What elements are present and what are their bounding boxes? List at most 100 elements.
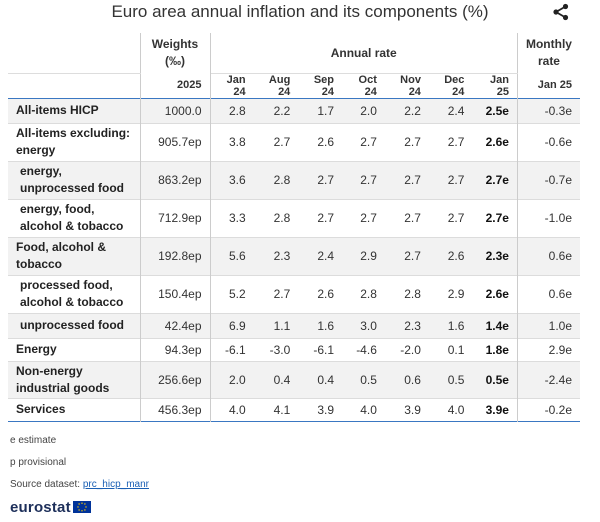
annual-rate-cell: 2.7 [404,249,421,263]
annual-rate-cell: 1.6 [317,318,335,333]
annual-rate-cell: 2.7e [485,173,509,187]
weights-header: Weights (‰) [139,33,211,73]
annual-rate-cell: 2.3 [273,249,291,263]
monthly-rate-cell: -1.0e [516,199,580,237]
inflation-table: Weights (‰) Annual rate Monthly rate 202… [8,33,580,422]
annual-rate-cell: 3.8 [228,135,246,149]
annual-rate-cell: -6.1 [224,342,246,357]
row-label: All-items HICP [16,103,99,117]
note-provisional: p provisional [10,457,67,468]
period-header: Sep 24 [313,73,335,98]
annual-rate-cell: 2.6 [447,249,465,263]
annual-rate-cell: 2.7 [447,173,465,187]
annual-rate-cell: 2.8 [404,287,421,301]
table-body: All-items HICP 1000.0 2.8 2.2 1.7 2.0 2.2 2.4 2.… [8,98,580,421]
annual-rate-cell: 2.7 [404,211,421,225]
monthly-rate-cell: -0.3e [516,98,580,123]
monthly-rate-header: Monthly rate [516,33,580,73]
row-label: energy, unprocessed food [20,164,125,195]
row-label: energy, food, alcohol & tobacco [20,202,124,233]
eurostat-logo: eurostat [10,498,91,516]
annual-rate-cell: 1.7 [317,103,335,118]
annual-rate-cell: 2.7 [447,135,465,149]
annual-rate-cell: 3.9e [485,402,509,417]
annual-rate-cell: 4.0 [447,402,465,417]
annual-rate-cell: 1.6 [447,318,465,333]
weight-cell: 192.8ep [139,237,211,275]
annual-rate-cell: 2.8 [273,173,291,187]
period-header: Dec 24 [444,73,465,98]
monthly-rate-cell: -0.6e [516,123,580,161]
table-row: Non-energy industrial goods 256.6ep 2.0 0.4… [8,361,580,398]
row-label: All-items excluding: energy [16,126,131,157]
annual-rate-cell: 3.6 [228,173,246,187]
annual-rate-cell: 0.6 [404,372,421,387]
row-label: Non-energy industrial goods [16,363,110,395]
annual-rate-cell: 0.5e [485,372,509,387]
annual-rate-cell: 2.7 [360,211,377,225]
monthly-header-line2: rate [537,54,560,68]
annual-rate-cell: 2.8 [228,103,246,118]
row-label: Energy [16,342,57,356]
table-header-row-1: Weights (‰) Annual rate Monthly rate [8,33,580,74]
annual-rate-cell: -4.6 [356,342,377,357]
annual-rate-cell: 5.2 [228,287,246,301]
annual-rate-cell: 0.4 [317,372,335,387]
row-label: Services [16,402,66,416]
annual-rate-cell: 4.0 [228,402,246,417]
row-label: processed food, alcohol & tobacco [20,278,124,309]
monthly-rate-cell: 0.6e [516,275,580,313]
period-header: Nov 24 [400,73,421,98]
weights-year-header: 2025 [139,73,211,98]
annual-rate-cell: 2.2 [404,103,421,118]
period-header: Aug 24 [268,73,291,98]
annual-rate-cell: 2.9 [360,249,377,263]
annual-rate-cell: 2.4 [447,103,465,118]
period-header: Jan 24 [226,73,246,98]
table-row: processed food, alcohol & tobacco 150.4ep… [8,275,580,313]
chart-header: Euro area annual inflation and its compo… [0,0,600,30]
annual-rate-cell: 5.6 [228,249,246,263]
period-header: Oct 24 [358,73,377,98]
table-row: energy, unprocessed food 863.2ep 3.6 2.8 2.7… [8,161,580,199]
annual-rate-cell: 2.7 [404,173,421,187]
table-row: All-items excluding: energy 905.7ep 3.8 2.7… [8,123,580,161]
footnotes: e estimate p provisional Source dataset:… [10,435,149,501]
annual-rate-cell: 2.7 [404,135,421,149]
annual-rate-cell: 3.3 [228,211,246,225]
annual-rate-cell: 2.2 [273,103,291,118]
row-label: unprocessed food [20,318,125,332]
source-label: Source dataset: [10,479,81,490]
monthly-rate-cell: 2.9e [516,338,580,361]
header-empty-cell [8,73,140,98]
logo-text: eurostat [10,498,71,516]
annual-rate-cell: 2.5e [485,103,509,118]
monthly-rate-cell: -0.2e [516,398,580,421]
note-estimate: e estimate [10,435,57,446]
annual-rate-cell: 4.1 [273,402,291,417]
monthly-period-header: Jan 25 [516,73,580,98]
annual-rate-cell: 2.7 [317,211,335,225]
annual-rate-cell: 3.9 [404,402,421,417]
weight-cell: 712.9ep [139,199,211,237]
annual-rate-cell: 2.6e [485,135,509,149]
monthly-rate-cell: 1.0e [516,313,580,338]
annual-rate-cell: 2.7 [447,211,465,225]
row-label: Food, alcohol & tobacco [16,240,106,271]
annual-rate-cell: 2.6e [485,287,509,301]
weight-cell: 863.2ep [139,161,211,199]
annual-rate-cell: 3.9 [317,402,335,417]
annual-rate-cell: 2.3 [404,318,421,333]
share-icon[interactable] [552,3,570,21]
table-row: unprocessed food 42.4ep 6.9 1.1 1.6 3.0 2.3 1.6… [8,313,580,338]
source-dataset-link[interactable]: prc_hicp_manr [82,479,149,490]
annual-rate-cell: 2.3e [485,249,509,263]
weight-cell: 1000.0 [139,98,211,123]
monthly-rate-cell: 0.6e [516,237,580,275]
annual-rate-cell: 0.5 [360,372,377,387]
monthly-header-line1: Monthly [525,37,572,51]
period-header: Jan 25 [489,73,509,98]
weight-cell: 905.7ep [139,123,211,161]
table-row: energy, food, alcohol & tobacco 712.9ep 3.… [8,199,580,237]
annual-rate-cell: 0.5 [447,372,465,387]
